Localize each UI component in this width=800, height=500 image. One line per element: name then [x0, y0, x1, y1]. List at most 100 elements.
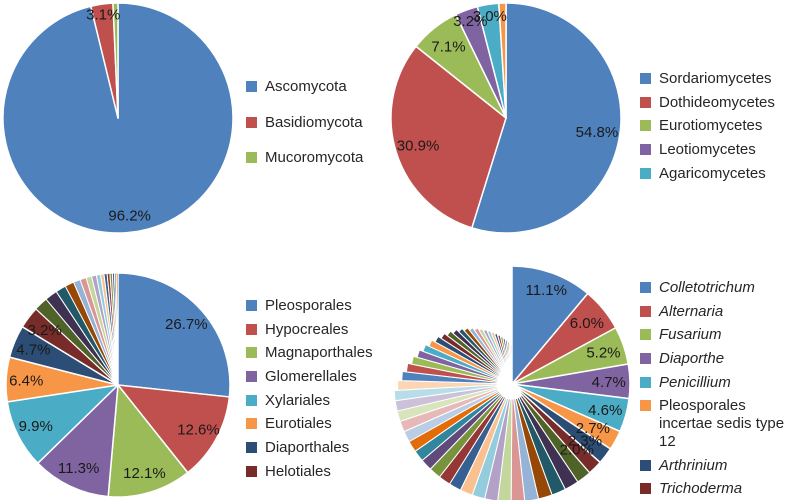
legend-item: Fusarium [640, 326, 800, 344]
pie-slice-minor [490, 331, 508, 371]
legend-label: Sordariomycetes [659, 70, 772, 87]
pct-label: 30.9% [397, 137, 440, 154]
pie-slice-minor [115, 272, 119, 386]
legend-item: Hypocreales [246, 321, 396, 339]
pie-slice-minor [434, 335, 500, 378]
pct-label: 11.3% [58, 460, 99, 477]
pie-slice-minor [486, 330, 507, 371]
pct-label: 2.0% [560, 442, 594, 459]
legend-item: Pleosporales incertae sedis type 12 [640, 397, 800, 450]
legend-swatch [246, 347, 257, 359]
pct-label: 4.7% [16, 342, 50, 359]
pct-label: 2.7% [576, 420, 610, 437]
legend-swatch [640, 73, 651, 84]
pct-label: 7.1% [431, 38, 465, 55]
pie-slice-minor [411, 355, 499, 382]
legend-swatch [640, 305, 651, 317]
pie-slice-minor [422, 344, 499, 380]
pie-slice-minor [510, 344, 513, 370]
legend-swatch [640, 376, 651, 388]
legend-swatch [640, 96, 651, 108]
pie-slice-minor [446, 330, 502, 376]
pct-label: 3.0% [473, 8, 507, 25]
pct-label: 2.3% [568, 432, 602, 449]
legend-label: Agaricomycetes [659, 164, 766, 182]
legend-item: Helotiales [246, 463, 396, 481]
legend-label: Eurotiomycetes [659, 117, 763, 135]
legend-label: Magnaporthales [265, 344, 373, 362]
pie-slice-minor [468, 327, 504, 373]
legend-label: Hypocreales [265, 320, 349, 338]
pie-slice-minor [482, 328, 507, 372]
pie-slice-minor [463, 327, 504, 374]
pie-slice-minor [452, 328, 502, 375]
legend-swatch [640, 483, 651, 495]
legend-label: Colletotrichum [659, 279, 755, 296]
legend-label: Helotiales [265, 462, 331, 480]
legend-swatch [246, 152, 257, 164]
pie-slice-minor [473, 327, 505, 373]
pct-label: 11.1% [526, 282, 567, 299]
pie-slice-minor [428, 339, 500, 379]
legend-swatch [246, 116, 257, 128]
legend-phyla: Ascomycota Basidiomycota Mucoromycota [246, 78, 396, 167]
legend-item: Eurotiales [246, 415, 396, 433]
legend-swatch [640, 120, 651, 132]
pct-label: 4.7% [592, 374, 626, 391]
pie-slice [117, 272, 231, 398]
pie-slice [107, 384, 189, 498]
legend-item: Glomerellales [246, 368, 396, 386]
legend-swatch [640, 329, 651, 341]
legend-label: Pleosporales incertae sedis type 12 [659, 397, 785, 450]
legend-label: Alternaria [659, 302, 724, 320]
legend-swatch [246, 442, 257, 454]
legend-item: Arthrinium [640, 457, 800, 475]
pct-label: 3.2% [28, 322, 62, 339]
legend-orders: Pleosporales Hypocreales Magnaporthales Glo… [246, 297, 396, 481]
legend-item: Leotiomycetes [640, 141, 798, 159]
pct-label: 9.9% [19, 418, 53, 435]
legend-item: Magnaporthales [246, 344, 396, 362]
legend-swatch [640, 144, 651, 156]
legend-swatch [640, 282, 651, 293]
legend-label: Pleosporales [265, 297, 352, 314]
pct-label: 5.2% [586, 345, 620, 362]
legend-item: Colletotrichum [640, 279, 800, 297]
pie-slice-minor [393, 384, 498, 402]
legend-item: Dothideomycetes [640, 94, 798, 112]
legend-label: Arthrinium [659, 456, 728, 474]
pie-slice-minor [478, 328, 506, 372]
pie-slice [498, 2, 507, 119]
legend-classes: Sordariomycetes Dothideomycetes Eurotiomyc… [640, 70, 798, 182]
pie-slice [511, 265, 589, 385]
legend-swatch [246, 394, 257, 406]
pie-slice [117, 384, 231, 474]
legend-item: Mucoromycota [246, 149, 396, 167]
pie-slice-minor [510, 398, 526, 500]
legend-label: Fusarium [659, 326, 722, 344]
legend-item: Sordariomycetes [640, 70, 798, 88]
legend-swatch [246, 81, 257, 92]
pie-slice [390, 45, 507, 229]
legend-label: Mucoromycota [265, 149, 364, 167]
legend-item: Ascomycota [246, 78, 396, 96]
pie-slice [471, 2, 622, 234]
pie-slice-minor [416, 349, 499, 381]
pct-label: 6.4% [9, 373, 43, 390]
legend-item: Agaricomycetes [640, 165, 798, 183]
legend-item: Trichoderma [640, 480, 800, 498]
legend-swatch [640, 400, 651, 412]
legend-swatch [246, 465, 257, 477]
pie-slice-minor [513, 398, 540, 500]
legend-swatch [246, 323, 257, 335]
legend-label: Xylariales [265, 391, 331, 409]
legend-item: Penicillium [640, 374, 800, 392]
legend-item: Xylariales [246, 392, 396, 410]
legend-label: Diaporthe [659, 350, 725, 368]
legend-swatch [246, 418, 257, 430]
legend-label: Glomerellales [265, 368, 357, 386]
pie-slice-minor [458, 327, 503, 374]
legend-genera: Colletotrichum Alternaria Fusarium Diaporth… [640, 279, 800, 498]
pct-label: 3.1% [86, 7, 120, 24]
